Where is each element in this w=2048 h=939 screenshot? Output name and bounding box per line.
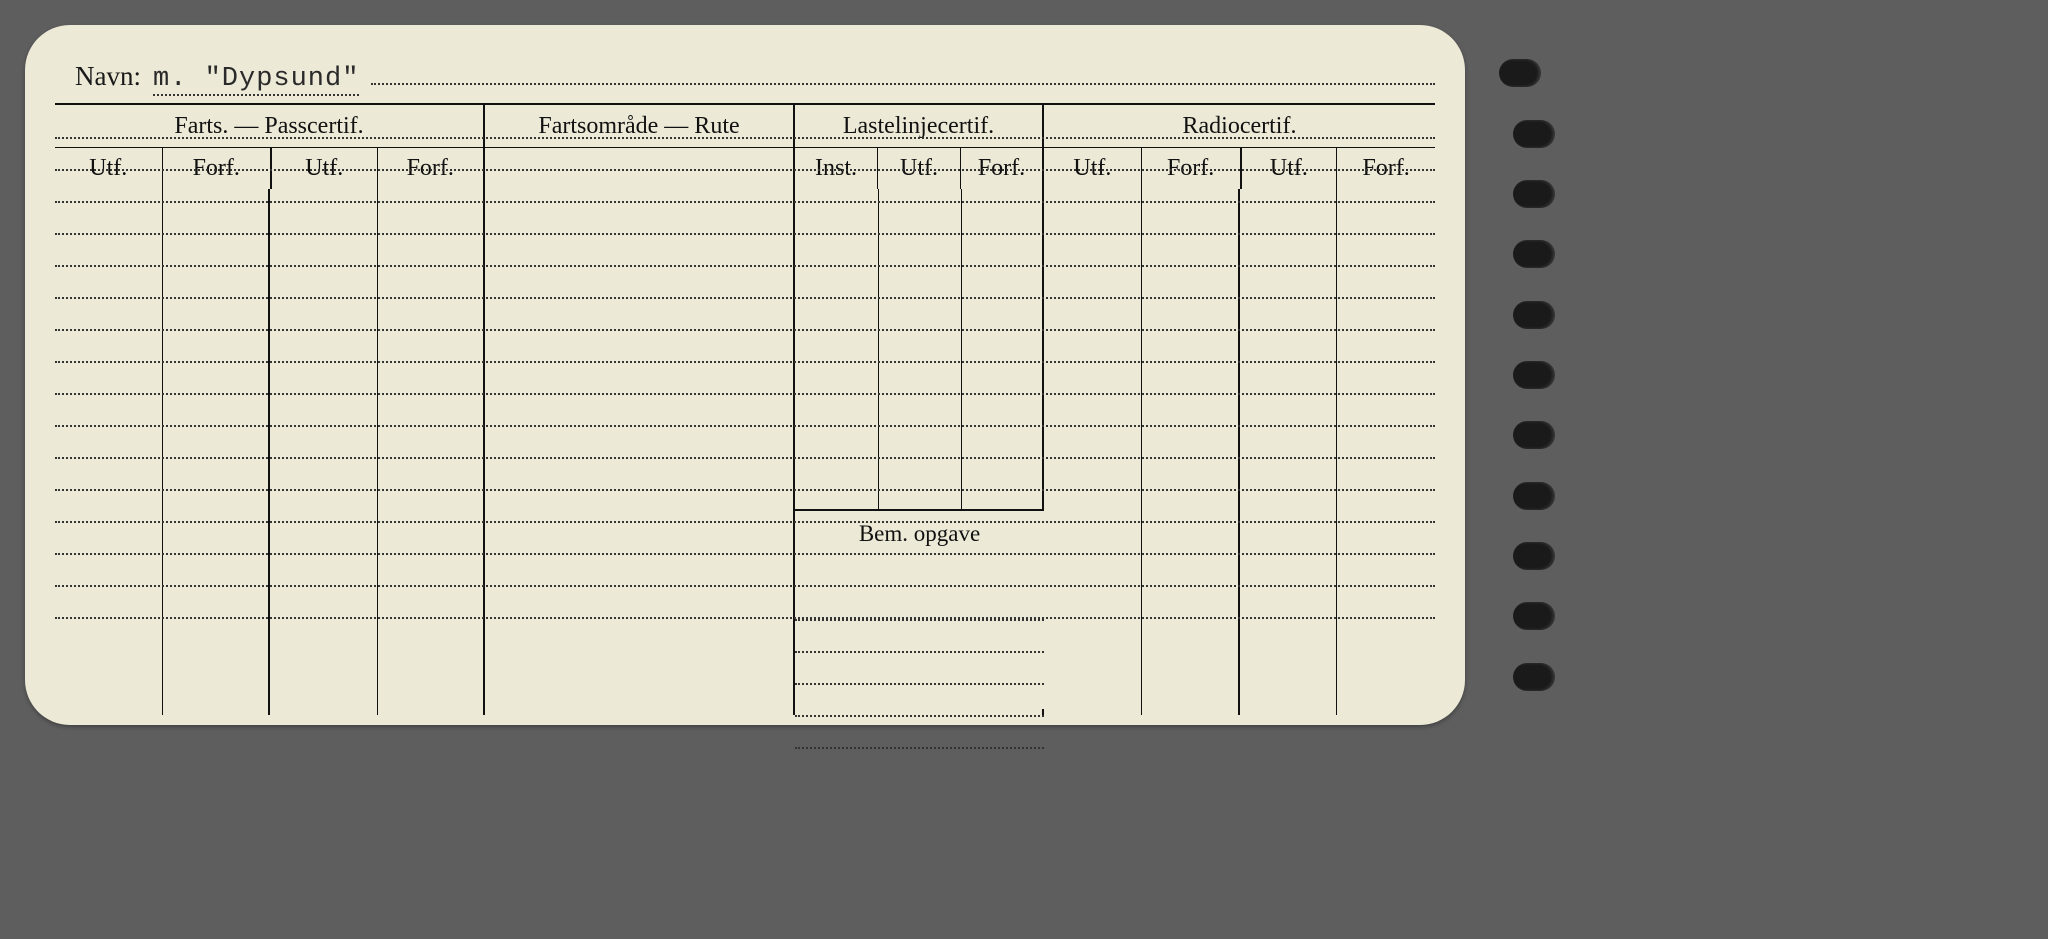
binder-hole — [1513, 240, 1555, 268]
dotted-row — [55, 617, 1435, 619]
dotted-row — [55, 425, 1435, 427]
dotted-row — [55, 169, 1435, 171]
navn-dotted-line — [371, 83, 1435, 85]
dotted-row — [55, 393, 1435, 395]
bem-dotted-row — [795, 747, 1044, 749]
binder-hole — [1513, 361, 1555, 389]
dotted-row — [55, 265, 1435, 267]
binder-holes — [1493, 25, 1573, 725]
binder-hole — [1513, 421, 1555, 449]
dotted-row — [55, 201, 1435, 203]
dotted-row — [55, 329, 1435, 331]
dotted-row — [55, 489, 1435, 491]
index-card: Navn: m. "Dypsund" Farts. — Passcertif. … — [25, 25, 1465, 725]
navn-value: m. "Dypsund" — [153, 64, 359, 96]
dotted-row — [55, 585, 1435, 587]
binder-hole — [1513, 301, 1555, 329]
form-grid: Farts. — Passcertif. Fartsområde — Rute … — [55, 103, 1435, 713]
dotted-row — [55, 297, 1435, 299]
binder-hole — [1513, 482, 1555, 510]
body-rows: Bem. opgave — [55, 189, 1435, 715]
binder-hole — [1513, 663, 1555, 691]
dotted-row — [55, 521, 1435, 523]
dotted-lines-layer — [55, 105, 1435, 713]
dotted-row — [55, 361, 1435, 363]
navn-label: Navn: — [75, 61, 141, 92]
binder-hole — [1513, 542, 1555, 570]
binder-hole — [1513, 602, 1555, 630]
dotted-row — [55, 457, 1435, 459]
dotted-row — [55, 137, 1435, 139]
binder-hole — [1499, 59, 1541, 87]
navn-row: Navn: m. "Dypsund" — [55, 55, 1435, 103]
dotted-row — [55, 553, 1435, 555]
bem-dotted-row — [795, 715, 1044, 717]
dotted-row — [55, 233, 1435, 235]
binder-hole — [1513, 120, 1555, 148]
binder-hole — [1513, 180, 1555, 208]
